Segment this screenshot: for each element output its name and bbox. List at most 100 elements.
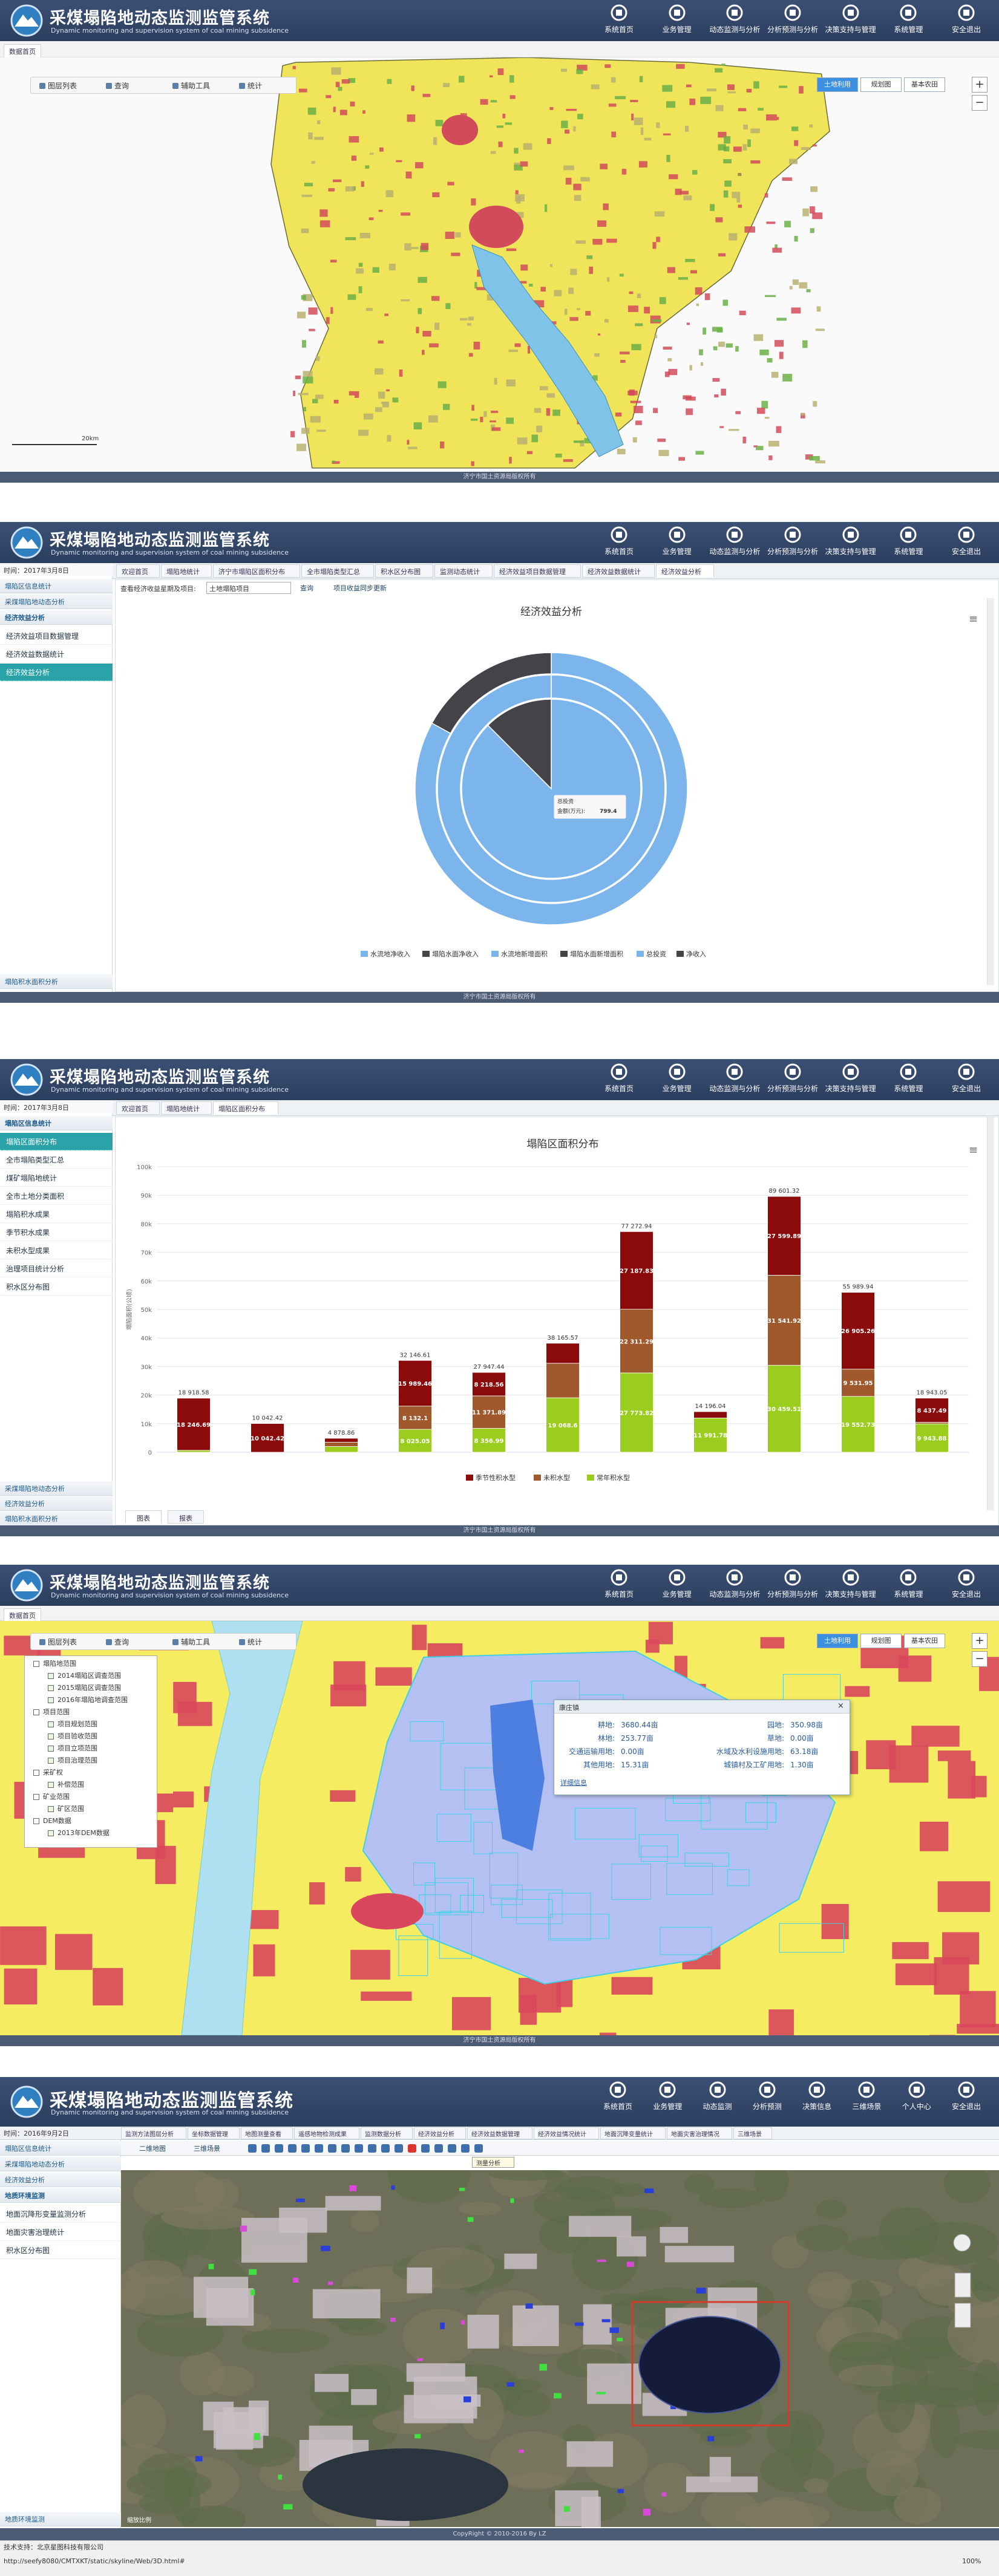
tool-icon[interactable] — [421, 2144, 430, 2153]
sidebar-group[interactable]: 塌陷区信息统计 — [0, 2141, 121, 2156]
tool-icon[interactable] — [381, 2144, 390, 2153]
tool-icon[interactable] — [248, 2144, 257, 2153]
tree-leaf[interactable]: 补偿范围 — [57, 1781, 84, 1789]
layer-button[interactable]: 规划图 — [860, 77, 902, 92]
nav-item[interactable]: 分析预测 — [752, 2102, 782, 2111]
tool-icon[interactable] — [275, 2144, 283, 2153]
tool-icon[interactable] — [408, 2144, 416, 2153]
layer-button[interactable]: 土地利用 — [817, 1634, 858, 1648]
nav-item[interactable]: 决策支持与管理 — [825, 1590, 876, 1599]
nav-item[interactable]: 决策支持与管理 — [825, 1084, 876, 1093]
sidebar-group[interactable]: 采煤塌陷地动态分析 — [0, 1481, 113, 1496]
sidebar-group[interactable]: 经济效益分析 — [0, 2173, 121, 2187]
nav-item[interactable]: 系统首页 — [604, 25, 634, 34]
tab[interactable]: 塌陷区面积分布 — [213, 1101, 278, 1115]
toolbar-button[interactable]: 统计 — [247, 82, 263, 90]
sidebar-group[interactable]: 塌陷积水面积分析 — [0, 974, 113, 989]
sidebar-item[interactable]: 煤矿塌陷地统计 — [0, 1169, 113, 1187]
sidebar-group[interactable]: 塌陷区信息统计 — [0, 579, 113, 593]
tool-icon[interactable] — [261, 2144, 270, 2153]
sidebar-item[interactable]: 地面沉降形变量监测分析 — [0, 2205, 121, 2223]
tree-group[interactable]: 项目范围 — [43, 1708, 70, 1716]
tree-leaf[interactable]: 项目立项范围 — [57, 1744, 97, 1752]
nav-item[interactable]: 决策支持与管理 — [825, 25, 876, 34]
view-tab[interactable]: 三维场景 — [194, 2145, 220, 2153]
tool-icon[interactable] — [395, 2144, 403, 2153]
sidebar-group[interactable]: 经济效益分析 — [0, 610, 113, 625]
tab[interactable]: 经济效益数据统计 — [582, 564, 655, 578]
sidebar-group[interactable]: 采煤塌陷地动态分析 — [0, 595, 113, 609]
sidebar-item[interactable]: 经济效益数据统计 — [0, 645, 113, 663]
tree-leaf[interactable]: 2014塌陷区调查范围 — [57, 1672, 121, 1680]
tab[interactable]: 监测动态统计 — [434, 564, 493, 578]
sidebar-item[interactable]: 治理项目统计分析 — [0, 1260, 113, 1277]
chart-tab[interactable]: 图表 — [125, 1510, 162, 1524]
layer-button[interactable]: 土地利用 — [817, 77, 858, 92]
nav-item[interactable]: 安全退出 — [951, 547, 981, 556]
tree-leaf[interactable]: 项目验收范围 — [57, 1732, 97, 1740]
nav-item[interactable]: 安全退出 — [951, 1084, 981, 1093]
tool-icon[interactable] — [434, 2144, 443, 2153]
tool-icon[interactable] — [474, 2144, 483, 2153]
tab[interactable]: 全市塌陷类型汇总 — [301, 564, 374, 578]
toolbar-button[interactable]: 统计 — [247, 1638, 263, 1646]
sidebar-item[interactable]: 经济效益项目数据管理 — [0, 627, 113, 645]
nav-item[interactable]: 业务管理 — [653, 2102, 683, 2111]
sidebar-item[interactable]: 未积水型成果 — [0, 1242, 113, 1259]
toolbar-button[interactable]: 查询 — [114, 1638, 129, 1646]
nav-item[interactable]: 业务管理 — [662, 547, 692, 556]
sidebar-group[interactable]: 地质环境监测 — [0, 2512, 121, 2526]
nav-item[interactable]: 业务管理 — [662, 1590, 692, 1599]
tab[interactable]: 欢迎首页 — [116, 564, 160, 578]
tab[interactable]: 数据首页 — [4, 1608, 41, 1623]
tool-icon[interactable] — [288, 2144, 296, 2153]
tool-icon[interactable] — [448, 2144, 456, 2153]
nav-item[interactable]: 决策信息 — [802, 2102, 832, 2111]
nav-item[interactable]: 系统管理 — [894, 547, 923, 556]
toolbar-button[interactable]: 查询 — [114, 82, 129, 90]
tree-group[interactable]: 矿业范围 — [43, 1793, 70, 1801]
zoom-button[interactable]: + — [972, 77, 988, 93]
nav-item[interactable]: 系统管理 — [894, 1590, 923, 1599]
tab[interactable]: 三维场景 — [733, 2127, 772, 2139]
tab[interactable]: 坐标数据管理 — [188, 2127, 240, 2139]
sidebar-item[interactable]: 积水区分布图 — [0, 1278, 113, 1296]
popup-close[interactable]: × — [837, 1701, 844, 1710]
tab[interactable]: 监测数据分析 — [361, 2127, 413, 2139]
tab[interactable]: 经济效益项目数据管理 — [494, 564, 581, 578]
chart-tab[interactable]: 报表 — [168, 1510, 204, 1524]
sidebar-group[interactable]: 塌陷区信息统计 — [0, 1116, 113, 1130]
nav-item[interactable]: 分析预测与分析 — [767, 25, 818, 34]
zoom-button[interactable]: − — [972, 95, 988, 111]
sync-button[interactable]: 项目收益同步更新 — [333, 584, 387, 592]
tool-icon[interactable] — [315, 2144, 323, 2153]
nav-item[interactable]: 动态监测与分析 — [709, 1084, 761, 1093]
toolbar-button[interactable]: 辅助工具 — [181, 1638, 211, 1646]
nav-item[interactable]: 三维场景 — [852, 2102, 882, 2111]
tree-group[interactable]: DEM数据 — [43, 1817, 71, 1825]
sidebar-item[interactable]: 积水区分布图 — [0, 2242, 121, 2259]
tree-group[interactable]: 采矿权 — [43, 1769, 63, 1776]
zoom-button[interactable]: − — [972, 1651, 988, 1667]
sidebar-group[interactable]: 塌陷积水面积分析 — [0, 1511, 113, 1526]
nav-item[interactable]: 动态监测与分析 — [709, 25, 761, 34]
nav-item[interactable]: 安全退出 — [951, 2102, 981, 2111]
nav-item[interactable]: 安全退出 — [951, 1590, 981, 1599]
tool-icon[interactable] — [328, 2144, 336, 2153]
tab[interactable]: 济宁市塌陷区面积分布 — [213, 564, 300, 578]
nav-item[interactable]: 动态监测与分析 — [709, 547, 761, 556]
tab[interactable]: 欢迎首页 — [116, 1101, 160, 1115]
query-button[interactable]: 查询 — [300, 584, 313, 592]
nav-item[interactable]: 分析预测与分析 — [767, 1590, 818, 1599]
tab[interactable]: 数据首页 — [4, 44, 41, 59]
tool-icon[interactable] — [368, 2144, 376, 2153]
tool-icon[interactable] — [341, 2144, 350, 2153]
tab[interactable]: 积水区分布图 — [375, 564, 433, 578]
tab[interactable]: 经济效益分析 — [414, 2127, 466, 2139]
tool-icon[interactable] — [355, 2144, 363, 2153]
nav-item[interactable]: 系统首页 — [603, 2102, 632, 2111]
tree-leaf[interactable]: 项目规划范围 — [57, 1720, 97, 1728]
sidebar-item[interactable]: 塌陷积水成果 — [0, 1205, 113, 1223]
toolbar-button[interactable]: 辅助工具 — [181, 82, 211, 90]
nav-item[interactable]: 动态监测与分析 — [709, 1590, 761, 1599]
